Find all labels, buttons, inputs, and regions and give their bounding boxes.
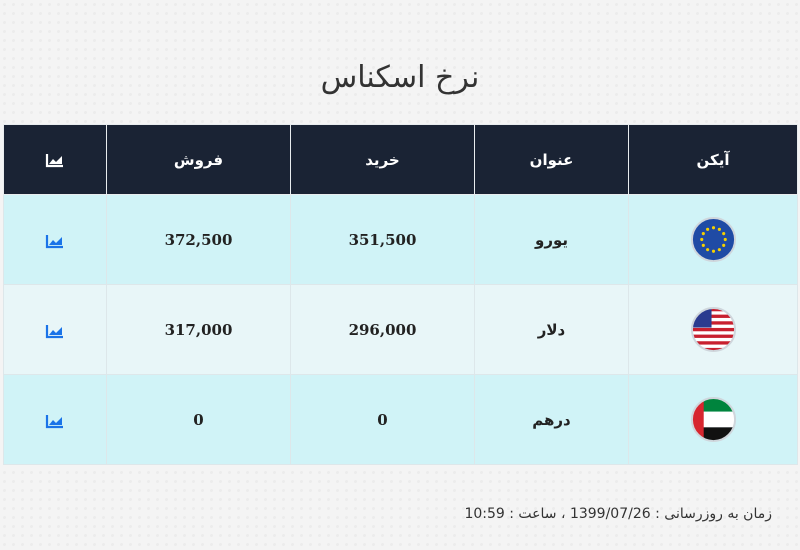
chart-icon[interactable] bbox=[45, 323, 65, 339]
table-row: یورو 351,500 372,500 bbox=[3, 194, 798, 285]
flag-cell bbox=[628, 194, 798, 285]
header-name: عنوان bbox=[474, 124, 629, 195]
header-buy: خرید bbox=[290, 124, 475, 195]
currency-name: دلار bbox=[474, 284, 629, 375]
us-flag-icon bbox=[690, 306, 736, 353]
chart-cell bbox=[3, 284, 107, 375]
table-header-row: آیکن عنوان خرید فروش bbox=[3, 124, 798, 195]
sell-price: 0 bbox=[106, 374, 291, 465]
buy-price: 296,000 bbox=[290, 284, 475, 375]
chart-cell bbox=[3, 194, 107, 285]
rates-table: آیکن عنوان خرید فروش bbox=[3, 124, 798, 465]
flag-cell bbox=[628, 374, 798, 465]
chart-icon[interactable] bbox=[45, 413, 65, 429]
buy-price: 351,500 bbox=[290, 194, 475, 285]
uae-flag-icon bbox=[690, 396, 736, 443]
chart-icon[interactable] bbox=[45, 233, 65, 249]
eu-flag-icon bbox=[690, 216, 736, 263]
sell-price: 317,000 bbox=[106, 284, 291, 375]
table-row: دلار 296,000 317,000 bbox=[3, 284, 798, 375]
update-time: زمان به روزرسانی : 1399/07/26 ، ساعت : 1… bbox=[464, 506, 772, 522]
sell-price: 372,500 bbox=[106, 194, 291, 285]
page-title: نرخ اسکناس bbox=[320, 60, 480, 95]
buy-price: 0 bbox=[290, 374, 475, 465]
table-row: درهم 0 0 bbox=[3, 374, 798, 465]
currency-name: درهم bbox=[474, 374, 629, 465]
chart-cell bbox=[3, 374, 107, 465]
currency-name: یورو bbox=[474, 194, 629, 285]
chart-icon bbox=[45, 154, 63, 168]
header-icon: آیکن bbox=[628, 124, 798, 195]
flag-cell bbox=[628, 284, 798, 375]
header-chart bbox=[3, 124, 107, 195]
header-sell: فروش bbox=[106, 124, 291, 195]
